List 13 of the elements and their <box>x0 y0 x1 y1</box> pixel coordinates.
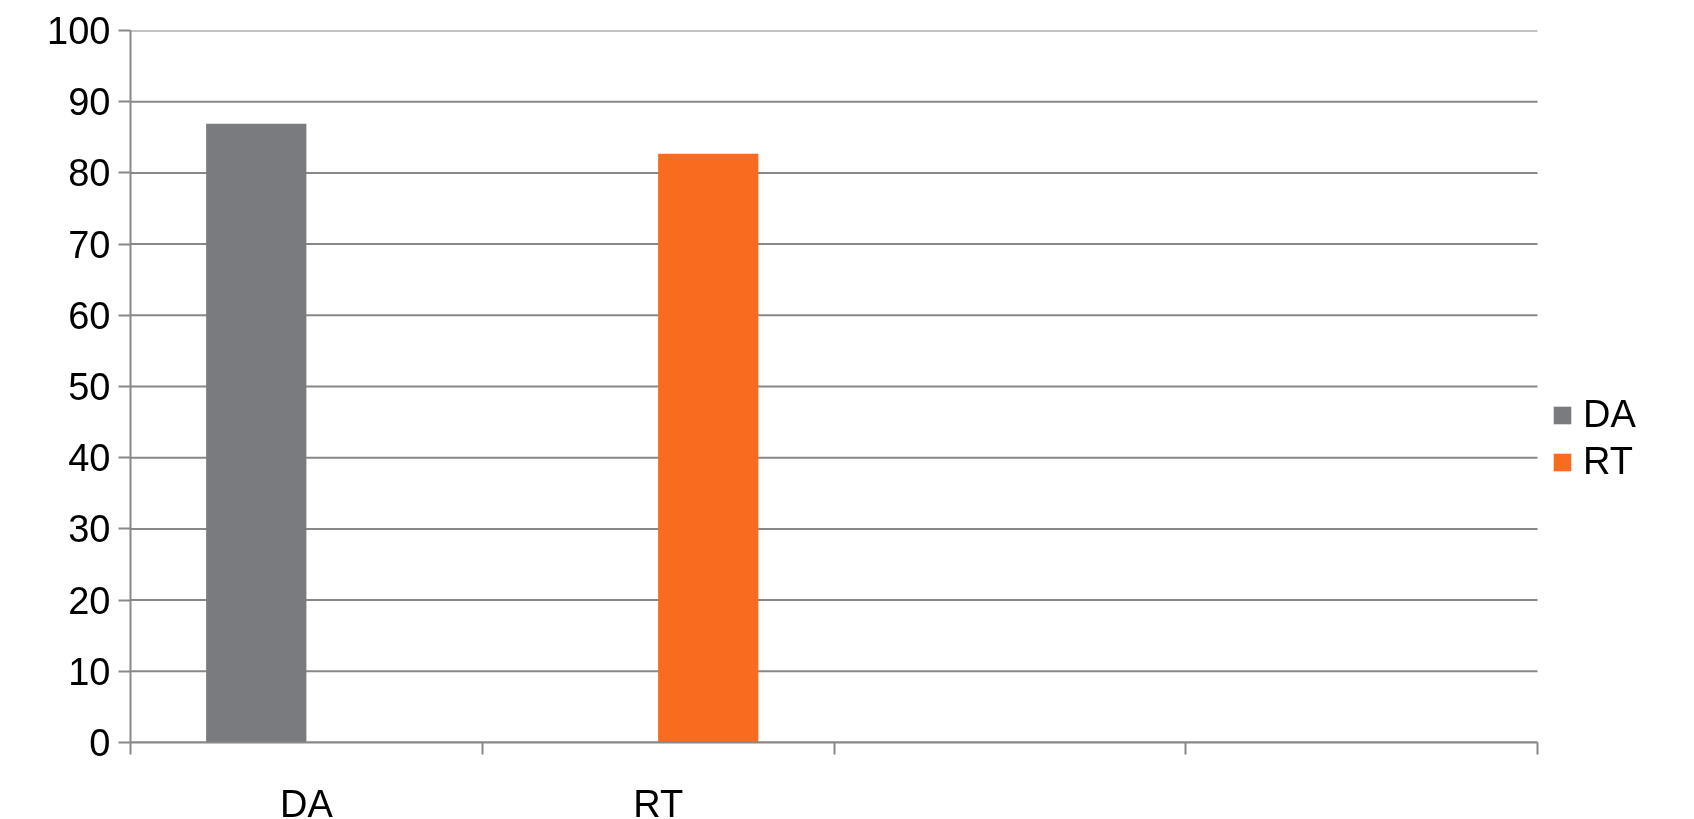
y-tick-label: 90 <box>68 81 111 124</box>
y-tick-label: 60 <box>68 294 111 337</box>
y-tick-label: 100 <box>47 10 111 52</box>
legend-label: DA <box>1583 393 1636 436</box>
y-tick-label: 20 <box>68 579 111 622</box>
y-tick-label: 0 <box>89 722 111 764</box>
y-tick-label: 50 <box>68 366 111 408</box>
y-tick-label: 30 <box>68 508 111 551</box>
y-tick-label: 40 <box>68 437 111 480</box>
y-tick-label: 80 <box>68 152 111 195</box>
y-tick-label: 70 <box>68 223 111 266</box>
y-tick-label: 10 <box>68 650 111 693</box>
legend-label: RT <box>1583 440 1633 483</box>
